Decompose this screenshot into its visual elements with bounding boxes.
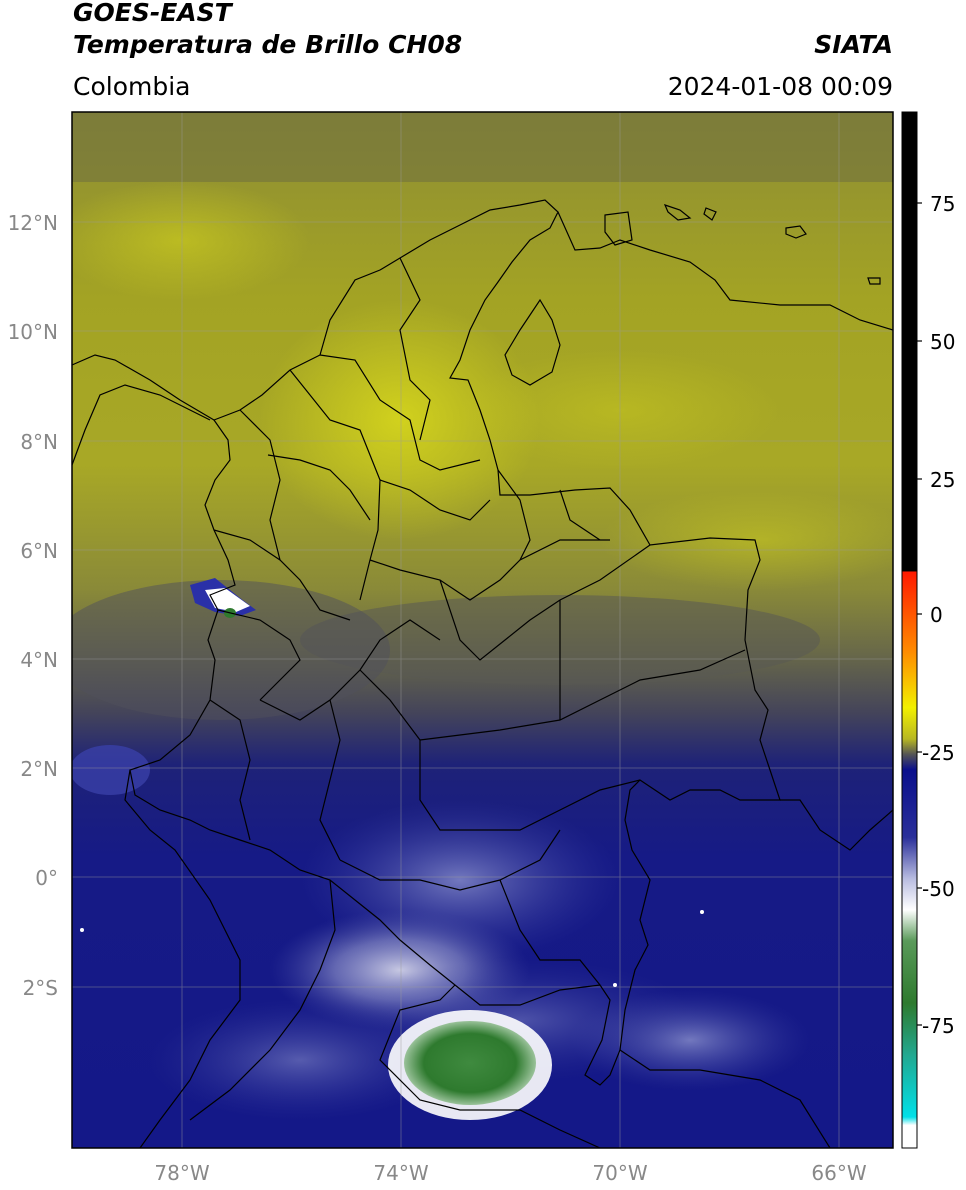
map-frame <box>71 111 894 1149</box>
satellite-title: GOES-EAST <box>73 0 232 27</box>
lon-label-74w: 74°W <box>373 1161 428 1185</box>
lat-label-10n: 10°N <box>8 320 58 344</box>
lat-label-4n: 4°N <box>20 648 58 672</box>
colorbar-tick-neg75: -75 <box>922 1014 955 1038</box>
region-label: Colombia <box>73 72 191 101</box>
colorbar-ramp <box>901 111 918 1149</box>
colorbar-tick-neg25: -25 <box>922 741 955 765</box>
timestamp-label: 2024-01-08 00:09 <box>667 72 893 101</box>
colorbar-tick-75: 75 <box>930 192 955 216</box>
lat-label-6n: 6°N <box>20 539 58 563</box>
graticule <box>72 112 893 1148</box>
borders <box>72 199 893 1148</box>
lon-label-66w: 66°W <box>811 1161 866 1185</box>
colorbar-tick-50: 50 <box>930 330 955 354</box>
lat-label-2s: 2°S <box>23 976 58 1000</box>
lon-label-70w: 70°W <box>592 1161 647 1185</box>
lat-label-2n: 2°N <box>20 757 58 781</box>
lon-label-78w: 78°W <box>154 1161 209 1185</box>
product-title: Temperatura de Brillo CH08 <box>73 30 463 59</box>
colorbar-tick-0: 0 <box>930 603 943 627</box>
lat-label-0: 0° <box>35 866 58 890</box>
organization-label: SIATA <box>814 30 893 59</box>
map-image <box>72 112 893 1148</box>
lat-label-8n: 8°N <box>20 430 58 454</box>
colorbar-tick-25: 25 <box>930 468 955 492</box>
colorbar-tick-neg50: -50 <box>922 877 955 901</box>
colorbar: 75 50 25 0 -25 -50 -75 <box>901 111 955 1149</box>
lat-label-12n: 12°N <box>8 211 58 235</box>
